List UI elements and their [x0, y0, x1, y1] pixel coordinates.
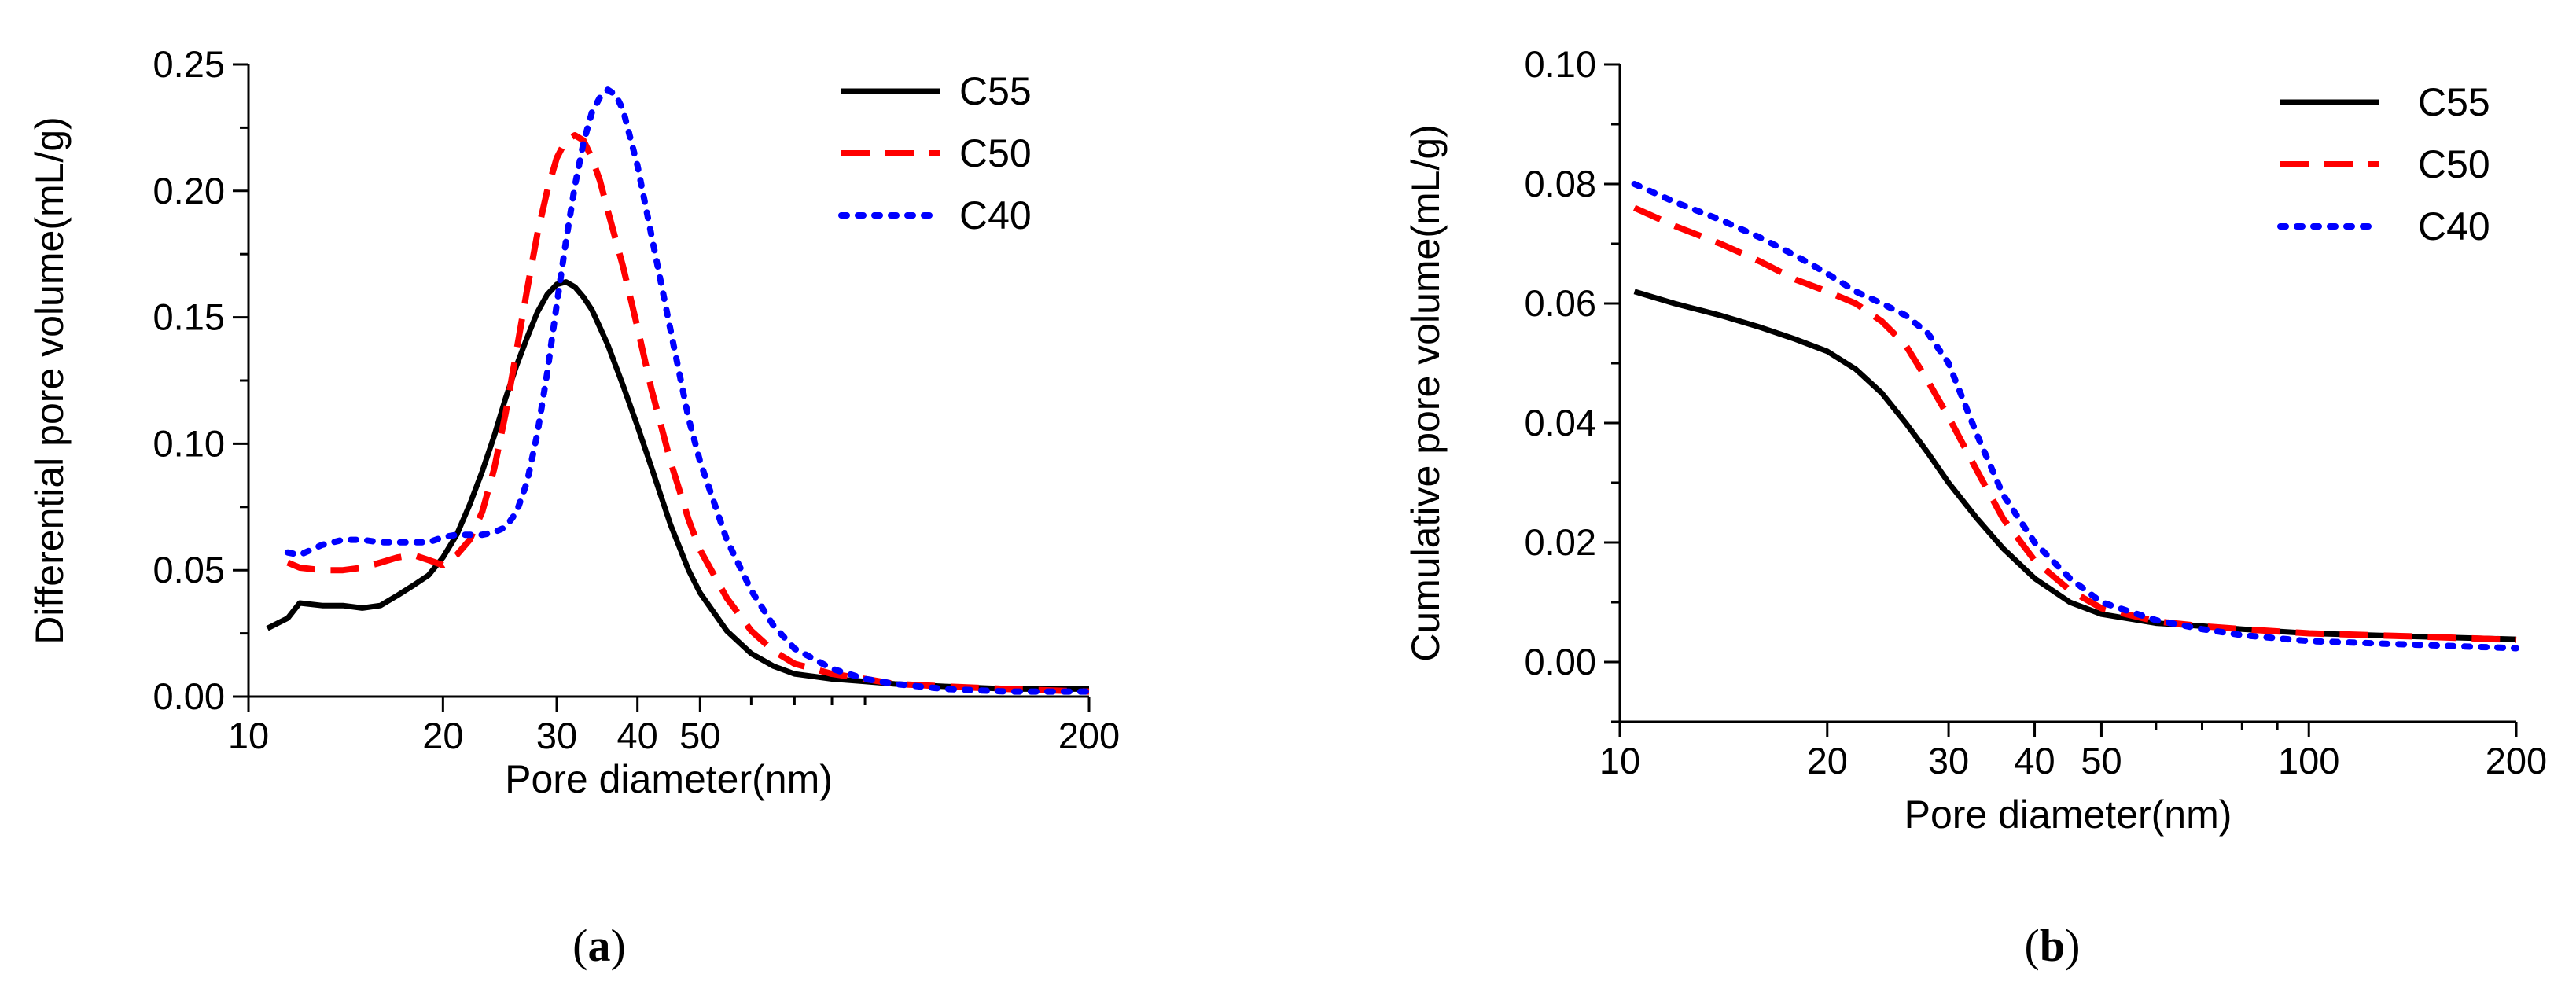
legend-label-c40: C40	[959, 193, 1032, 237]
caption-open: (	[572, 920, 587, 971]
x-tick-label: 200	[2486, 740, 2547, 782]
y-tick-label: 0.06	[1525, 282, 1596, 324]
x-tick-label: 20	[422, 715, 463, 756]
x-tick-label: 30	[536, 715, 577, 756]
x-tick-label: 200	[1058, 715, 1120, 756]
x-tick-label: 40	[2014, 740, 2055, 782]
y-tick-label: 0.15	[153, 296, 225, 338]
y-tick-label: 0.04	[1525, 402, 1596, 443]
x-tick-label: 10	[228, 715, 269, 756]
x-tick-label: 20	[1807, 740, 1848, 782]
chart-panel-b: 0.00 0.02 0.04 0.06 0.08 0.10 10 20 30 40 50 100 200…	[1404, 43, 2547, 971]
y-tick-label: 0.10	[1525, 43, 1596, 85]
legend-label-c40: C40	[2418, 204, 2490, 248]
caption-close: )	[611, 920, 626, 971]
y-tick-label: 0.00	[153, 675, 225, 717]
x-tick-label: 50	[2081, 740, 2122, 782]
y-axis-title: Differential pore volume(mL/g)	[28, 116, 72, 645]
x-tick-label: 50	[679, 715, 720, 756]
y-tick-label: 0.05	[153, 549, 225, 590]
caption-open: (	[2025, 920, 2040, 971]
y-tick-label: 0.25	[153, 43, 225, 85]
legend-label-c55: C55	[959, 69, 1032, 113]
x-tick-label: 30	[1928, 740, 1969, 782]
caption-close: )	[2065, 920, 2080, 971]
x-tick-label: 40	[617, 715, 658, 756]
legend-label-c50: C50	[959, 131, 1032, 175]
series-line-c40	[1631, 181, 2519, 652]
panel-caption: (b)	[2025, 920, 2081, 971]
series-line-c50	[1632, 204, 2517, 643]
series-line-c55	[1633, 289, 2517, 642]
caption-letter: b	[2040, 920, 2065, 971]
x-tick-label: 100	[2278, 740, 2339, 782]
panel-caption: (a)	[572, 920, 626, 971]
x-tick-label: 10	[1599, 740, 1640, 782]
series-line-c55	[266, 279, 1089, 692]
y-tick-label: 0.10	[153, 422, 225, 464]
caption-letter: a	[588, 920, 611, 971]
y-tick-label: 0.20	[153, 170, 225, 211]
chart-panel-a: 0.00 0.05 0.10 0.15 0.20 0.25 10 20 30 40 50 200 Por…	[28, 43, 1120, 971]
series-line-c40	[284, 86, 1092, 695]
legend-label-c55: C55	[2418, 80, 2490, 124]
y-axis-title: Cumulative pore volume(mL/g)	[1404, 124, 1448, 662]
y-tick-label: 0.08	[1525, 163, 1596, 204]
x-axis-title: Pore diameter(nm)	[1904, 793, 2232, 837]
y-tick-label: 0.00	[1525, 641, 1596, 682]
x-axis-title: Pore diameter(nm)	[505, 757, 833, 801]
legend-label-c50: C50	[2418, 142, 2490, 186]
y-tick-label: 0.02	[1525, 521, 1596, 563]
